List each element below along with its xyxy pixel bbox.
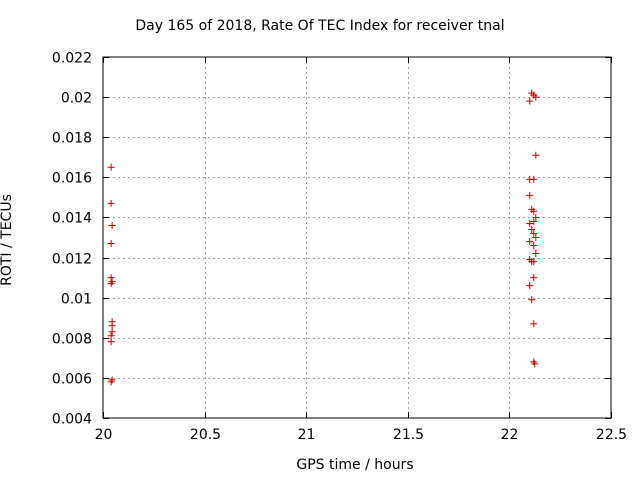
data-point bbox=[532, 151, 540, 159]
plot-frame bbox=[102, 56, 612, 419]
data-point bbox=[526, 282, 534, 290]
x-axis-label: GPS time / hours bbox=[296, 457, 414, 473]
x-tick-label: 21.5 bbox=[393, 427, 424, 443]
data-point bbox=[526, 97, 534, 105]
y-tick-label: 0.006 bbox=[52, 372, 92, 388]
y-tick-label: 0.004 bbox=[52, 412, 92, 428]
data-point bbox=[526, 238, 534, 246]
data-point bbox=[532, 213, 540, 221]
data-point bbox=[107, 274, 115, 282]
data-point bbox=[107, 163, 115, 171]
y-tick-label: 0.014 bbox=[52, 211, 92, 227]
y-tick-label: 0.01 bbox=[61, 292, 92, 308]
data-point bbox=[108, 328, 116, 336]
grid-lines bbox=[103, 57, 611, 418]
data-point bbox=[530, 229, 538, 237]
data-points bbox=[107, 89, 540, 386]
data-point bbox=[530, 320, 538, 328]
data-point bbox=[107, 338, 115, 346]
data-point bbox=[530, 175, 538, 183]
data-point bbox=[531, 360, 539, 368]
data-point bbox=[108, 322, 116, 330]
data-point bbox=[532, 234, 540, 241]
data-point bbox=[530, 242, 538, 250]
data-point bbox=[530, 258, 538, 266]
y-tick-label: 0.02 bbox=[61, 91, 92, 107]
y-tick-label: 0.012 bbox=[52, 252, 92, 268]
data-point bbox=[108, 221, 116, 229]
y-tick-label: 0.018 bbox=[52, 131, 92, 147]
y-tick-label: 0.008 bbox=[52, 332, 92, 348]
data-point bbox=[528, 225, 536, 233]
data-point bbox=[532, 93, 540, 101]
data-point bbox=[526, 219, 534, 227]
data-point bbox=[107, 199, 115, 207]
axis-ticks: 20 20.5 21 21.5 22 22.5 0.004 0.006 0.008 0.01 0.0… bbox=[52, 51, 627, 444]
chart-title: Day 165 of 2018, Rate Of TEC Index for r… bbox=[135, 18, 505, 34]
data-point bbox=[532, 250, 540, 258]
data-point bbox=[530, 217, 538, 225]
x-tick-label: 20.5 bbox=[190, 427, 221, 443]
data-point bbox=[107, 240, 115, 248]
data-point bbox=[528, 296, 536, 304]
data-point bbox=[530, 207, 538, 215]
data-point bbox=[526, 191, 534, 199]
data-point bbox=[107, 378, 115, 386]
y-tick-label: 0.022 bbox=[52, 51, 92, 67]
x-tick-label: 21 bbox=[298, 427, 316, 443]
data-point bbox=[530, 274, 538, 282]
data-point bbox=[107, 332, 115, 340]
y-tick-label: 0.016 bbox=[52, 171, 92, 187]
x-tick-label: 22.5 bbox=[596, 427, 627, 443]
data-point bbox=[107, 280, 115, 288]
x-tick-label: 20 bbox=[95, 427, 113, 443]
x-tick-label: 22 bbox=[501, 427, 519, 443]
